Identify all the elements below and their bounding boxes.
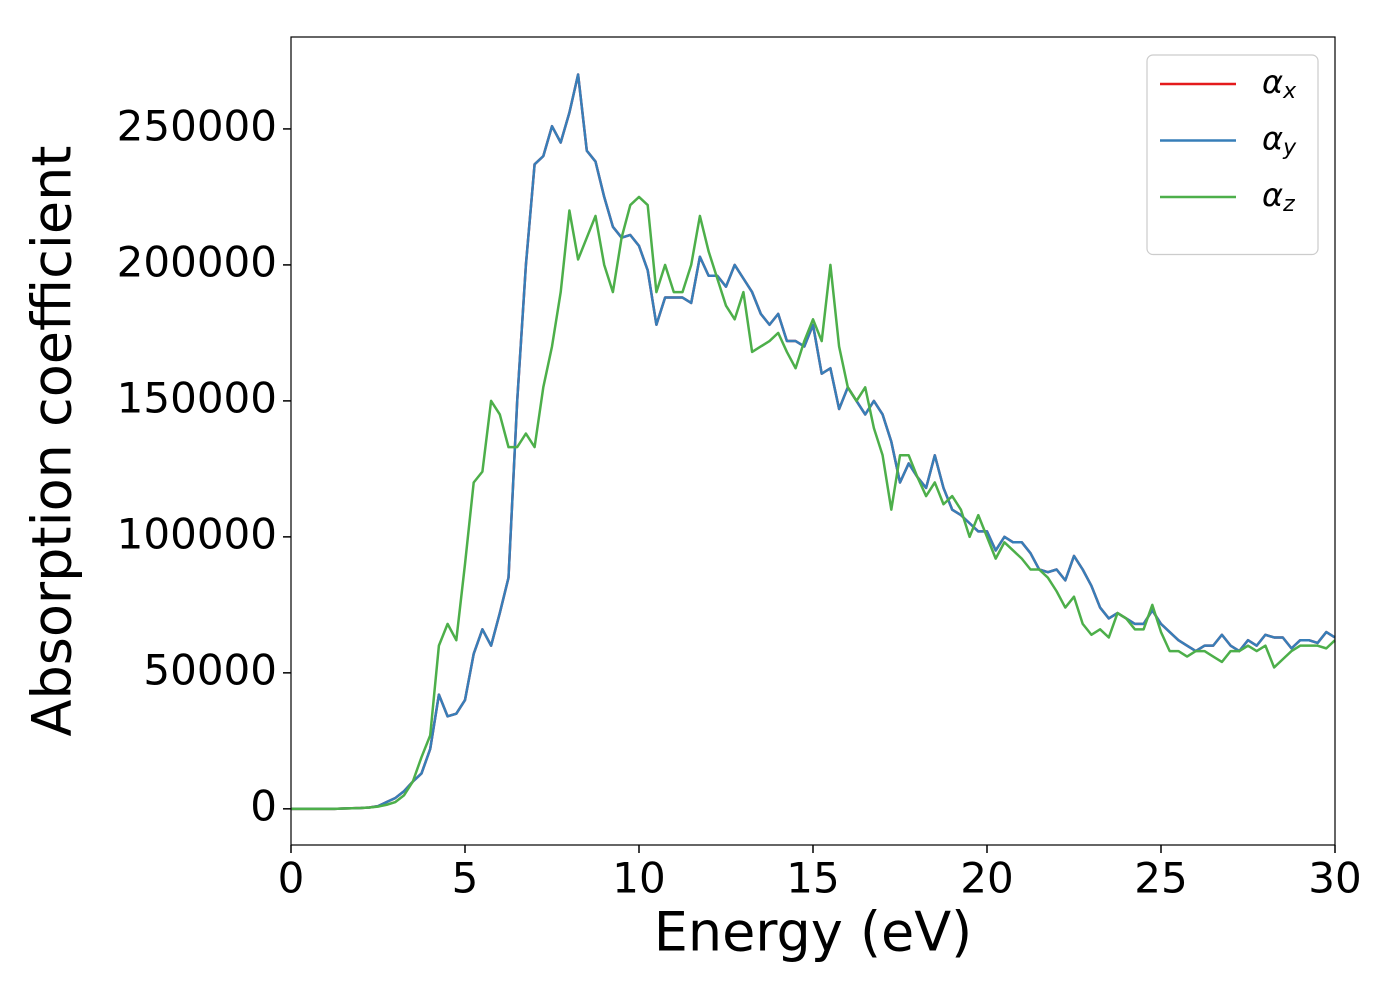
x-tick-label: 15: [786, 854, 839, 903]
legend-box: [1146, 54, 1319, 256]
y-tick-label: 50000: [143, 645, 277, 694]
x-tick-label: 0: [278, 854, 305, 903]
x-axis-label: Energy (eV): [654, 901, 973, 964]
y-tick-label: 0: [250, 781, 277, 830]
x-tick-label: 5: [452, 854, 479, 903]
y-axis-label: Absorption coefficient: [21, 146, 84, 737]
data-line: [291, 73, 1336, 811]
legend-label: αz: [1262, 176, 1295, 217]
y-tick-label: 150000: [117, 373, 277, 422]
y-tick-label: 200000: [117, 237, 277, 286]
x-tick-label: 25: [1134, 854, 1187, 903]
x-tick-label: 10: [612, 854, 665, 903]
legend-label: αy: [1262, 120, 1297, 161]
plot-frame: [290, 36, 1336, 846]
data-line: [291, 195, 1336, 811]
y-tick-label: 250000: [117, 101, 277, 150]
legend-label: αx: [1262, 63, 1297, 104]
x-tick-label: 30: [1308, 854, 1361, 903]
x-tick-label: 20: [960, 854, 1013, 903]
y-tick-label: 100000: [117, 509, 277, 558]
